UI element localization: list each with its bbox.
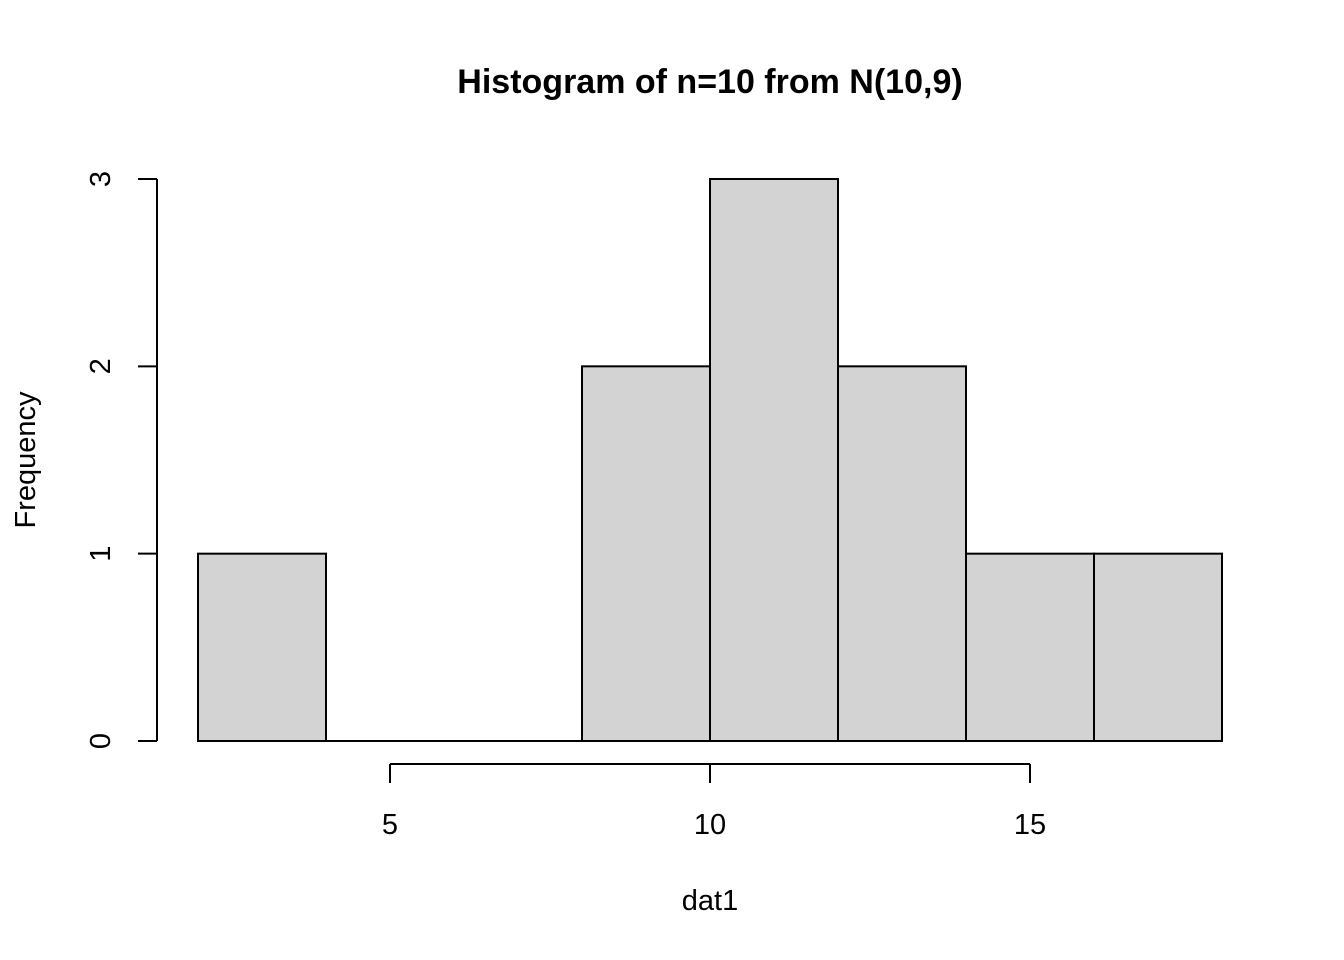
x-tick-label: 5 [382,809,398,841]
histogram-bar-3 [581,365,711,742]
bars-group [197,178,1223,743]
histogram-bar-4 [709,178,839,742]
y-tick-label: 1 [85,546,117,562]
chart-title: Histogram of n=10 from N(10,9) [457,63,962,101]
histogram-bar-6 [965,552,1095,743]
histogram-bar-0 [197,552,327,743]
histogram-bar-7 [1093,552,1223,743]
y-axis-label: Frequency [10,391,42,529]
y-tick-label: 3 [85,171,117,187]
x-tick-label: 15 [1014,809,1046,841]
x-axis: 5 10 15 [382,763,1046,841]
y-axis: 0 1 2 3 [85,171,158,749]
x-axis-label: dat1 [682,885,738,917]
y-tick-label: 2 [85,358,117,374]
y-tick-label: 0 [85,733,117,749]
histogram-bar-5 [837,365,967,742]
x-tick-label: 10 [694,809,726,841]
